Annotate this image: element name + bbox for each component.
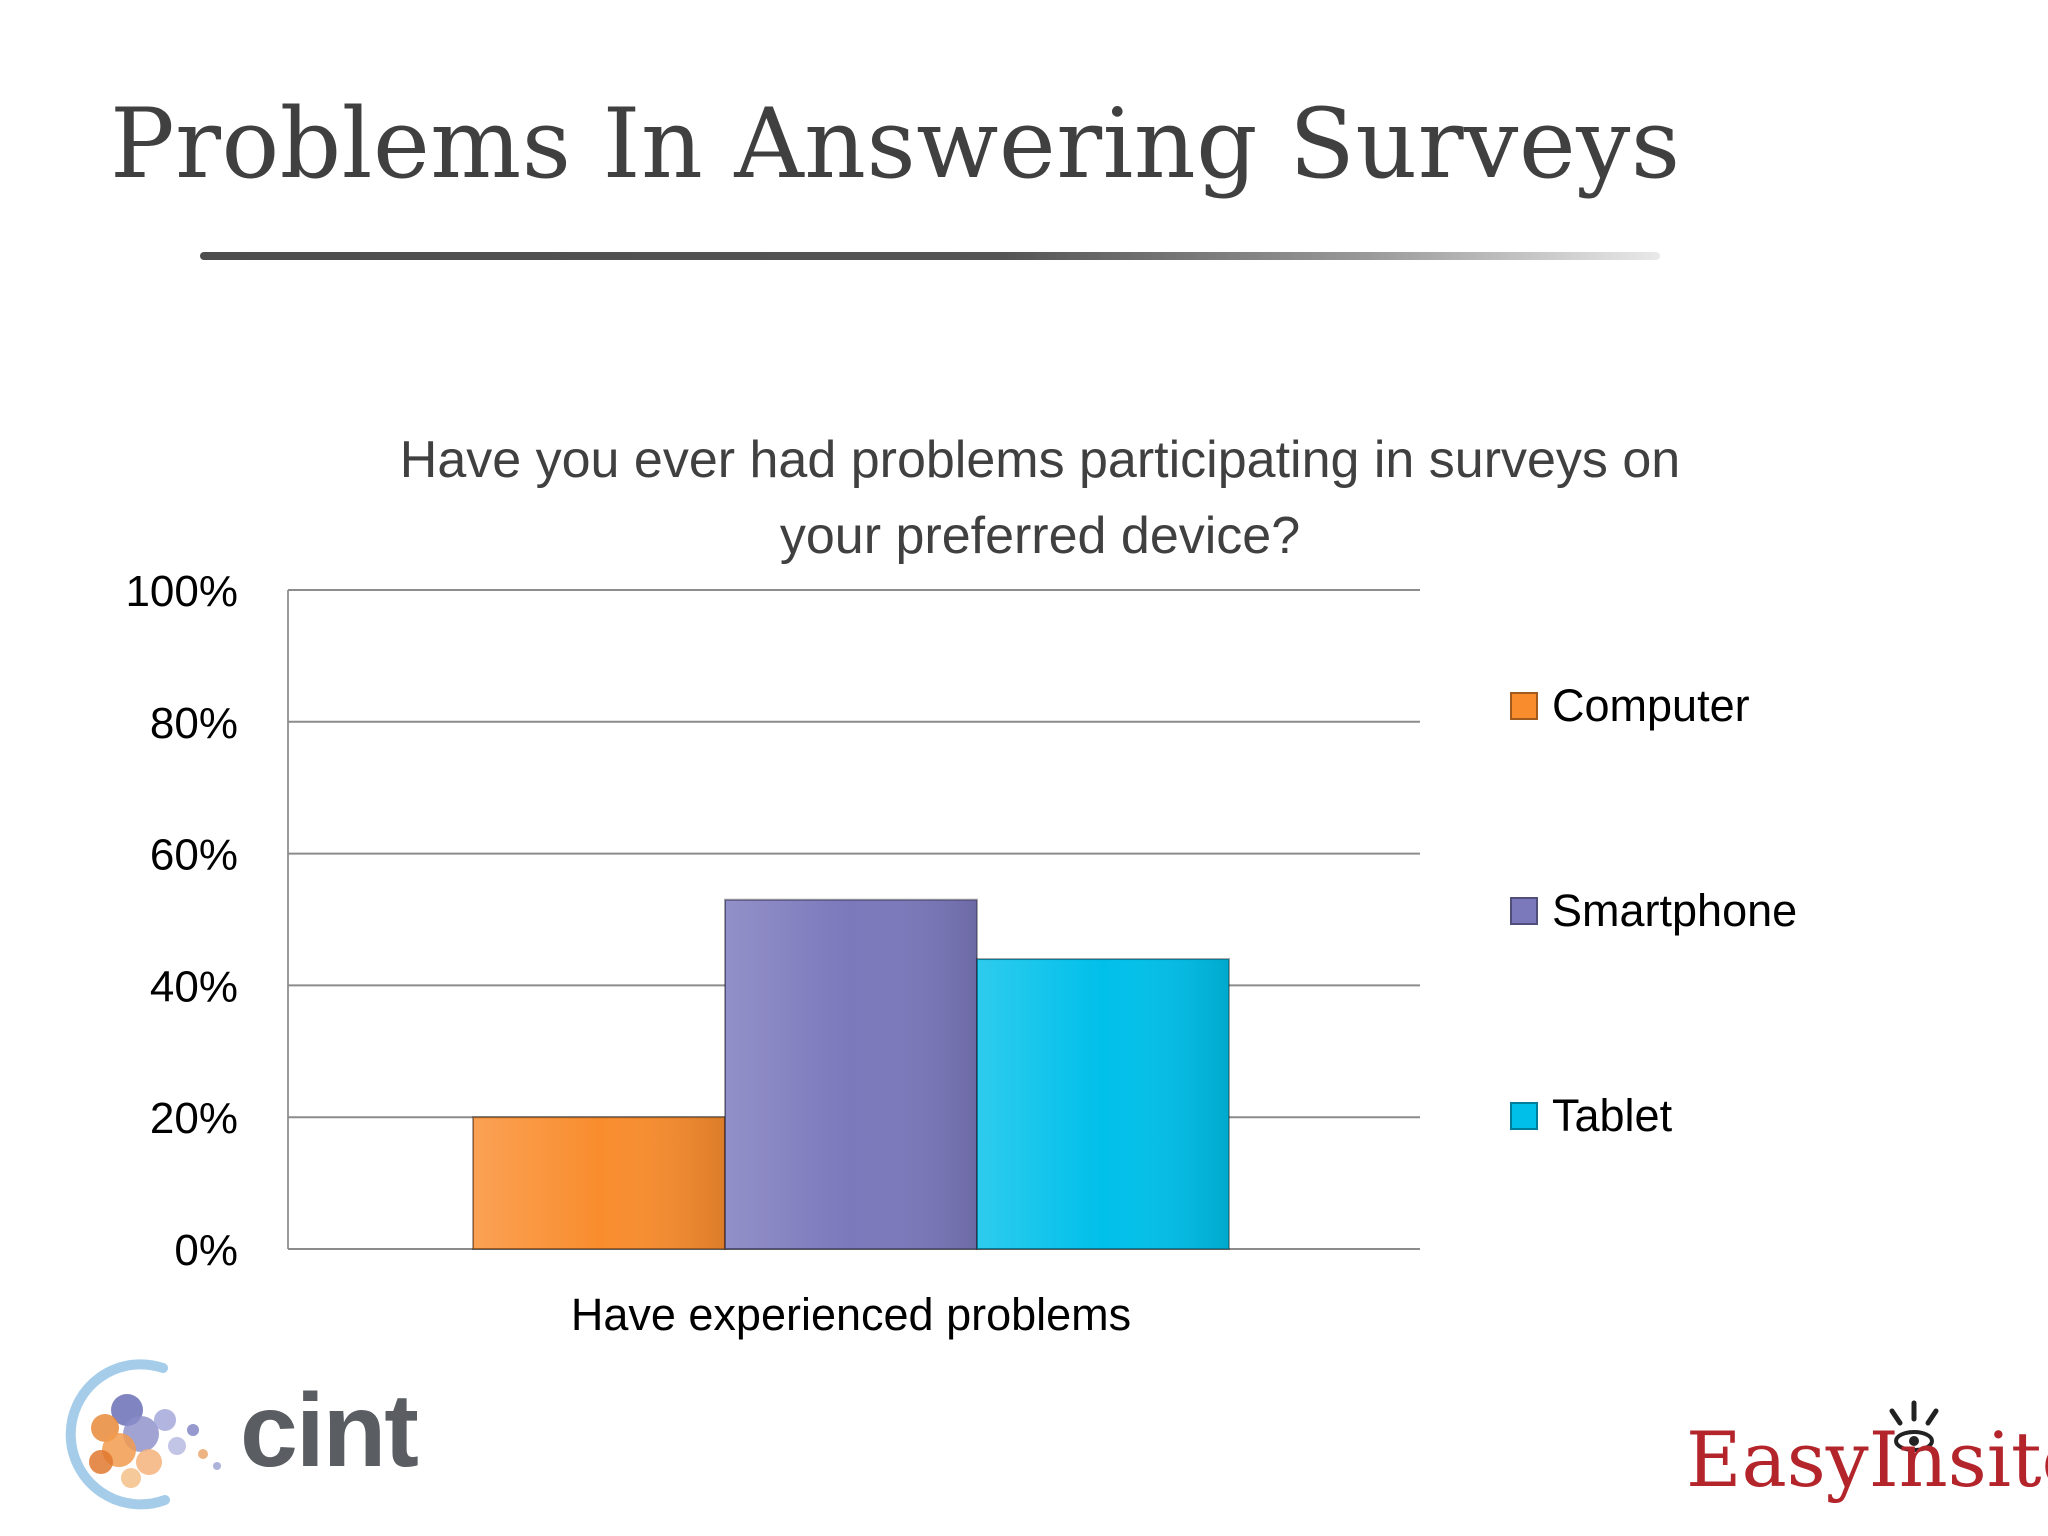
- x-category-label: Have experienced problems: [571, 1289, 1131, 1340]
- y-tick-label: 20%: [150, 1094, 238, 1143]
- y-tick-label: 80%: [150, 699, 238, 748]
- chart-title-line-1: Have you ever had problems participating…: [399, 431, 1681, 489]
- cint-logo-text: cint: [240, 1373, 419, 1489]
- chart-title-line-2: your preferred device?: [779, 507, 1301, 565]
- legend-swatch-smartphone: [1510, 897, 1538, 925]
- legend-label-smartphone: Smartphone: [1552, 885, 1798, 936]
- bar-sheen-computer: [474, 1118, 724, 1248]
- slide-title: Problems In Answering Surveys: [110, 88, 1681, 200]
- legend-label-computer: Computer: [1552, 680, 1750, 731]
- title-divider: [200, 252, 1660, 260]
- easyinsites-logo-text: EasyInsites: [1686, 1415, 2048, 1504]
- y-tick-label: 40%: [150, 962, 238, 1011]
- y-tick-label: 60%: [150, 831, 238, 880]
- legend-item-computer: Computer: [1510, 680, 1750, 732]
- easyinsites-eye-icon: [1889, 1400, 1939, 1452]
- y-tick-label: 100%: [125, 567, 238, 616]
- legend-swatch-tablet: [1510, 1102, 1538, 1130]
- legend-item-tablet: Tablet: [1510, 1090, 1672, 1142]
- legend-item-smartphone: Smartphone: [1510, 885, 1797, 937]
- cint-logo-mark: [65, 1359, 221, 1510]
- y-tick-label: 0%: [174, 1226, 238, 1275]
- legend-swatch-computer: [1510, 692, 1538, 720]
- legend-label-tablet: Tablet: [1552, 1090, 1673, 1141]
- chart-title: Have you ever had problems participating…: [300, 422, 1780, 574]
- bar-sheen-tablet: [978, 960, 1228, 1248]
- bar-sheen-smartphone: [726, 900, 976, 1248]
